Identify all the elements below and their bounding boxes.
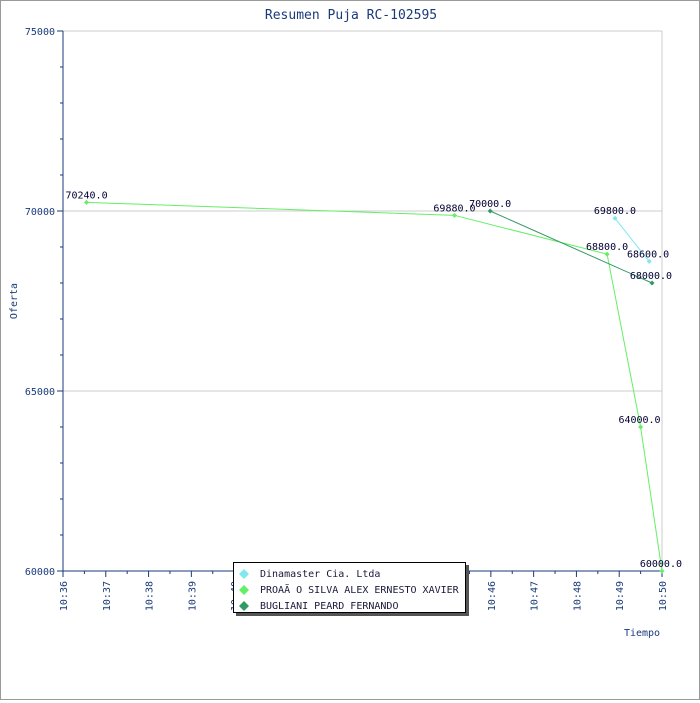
series-line [614, 217, 650, 262]
x-tick-label: 10:39 [187, 581, 198, 611]
data-point [451, 212, 457, 218]
series-line [86, 201, 663, 572]
data-point [604, 251, 610, 257]
x-axis-label: Tiempo [624, 628, 660, 639]
legend-item: Dinamaster Cia. Ltda [238, 566, 465, 582]
y-tick-label: 60000 [25, 567, 55, 578]
diamond-marker-icon [239, 585, 249, 595]
chart-legend: Dinamaster Cia. Ltda PROAÃ O SILVA ALEX … [233, 562, 466, 613]
x-tick-label: 10:36 [59, 581, 70, 611]
legend-item: PROAÃ O SILVA ALEX ERNESTO XAVIER [238, 582, 465, 598]
x-tick-label: 10:48 [572, 581, 583, 611]
data-label: 69800.0 [594, 206, 636, 217]
data-point [659, 568, 665, 574]
x-tick-label: 10:47 [530, 581, 541, 611]
data-point [649, 280, 655, 286]
chart-title: Resumen Puja RC-102595 [265, 8, 437, 23]
legend-label: Dinamaster Cia. Ltda [260, 568, 381, 580]
x-tick-label: 10:37 [102, 581, 113, 611]
data-point [84, 199, 90, 205]
data-label: 68600.0 [627, 249, 669, 260]
data-label: 70240.0 [65, 190, 107, 201]
data-point [646, 258, 652, 264]
legend-label: BUGLIANI PEARD FERNANDO [260, 600, 399, 612]
legend-item: BUGLIANI PEARD FERNANDO [238, 598, 465, 614]
data-point [638, 424, 644, 430]
data-label: 70000.0 [469, 199, 511, 210]
y-tick-label: 70000 [25, 207, 55, 218]
data-label: 68000.0 [630, 271, 672, 282]
data-point [487, 208, 493, 214]
data-label: 60000.0 [640, 559, 682, 570]
x-tick-label: 10:50 [658, 581, 669, 611]
diamond-marker-icon [239, 601, 249, 611]
data-point [612, 215, 618, 221]
diamond-marker-icon [239, 569, 249, 579]
x-tick-label: 10:46 [487, 581, 498, 611]
series-line [489, 210, 653, 284]
data-label: 69880.0 [433, 203, 475, 214]
data-label: 68800.0 [586, 242, 628, 253]
legend-label: PROAÃ O SILVA ALEX ERNESTO XAVIER [260, 584, 459, 596]
x-tick-label: 10:38 [145, 581, 156, 611]
x-tick-label: 10:49 [615, 581, 626, 611]
y-tick-label: 65000 [25, 387, 55, 398]
data-label: 64000.0 [618, 415, 660, 426]
y-axis-label: Oferta [9, 283, 20, 319]
y-tick-label: 75000 [25, 27, 55, 38]
